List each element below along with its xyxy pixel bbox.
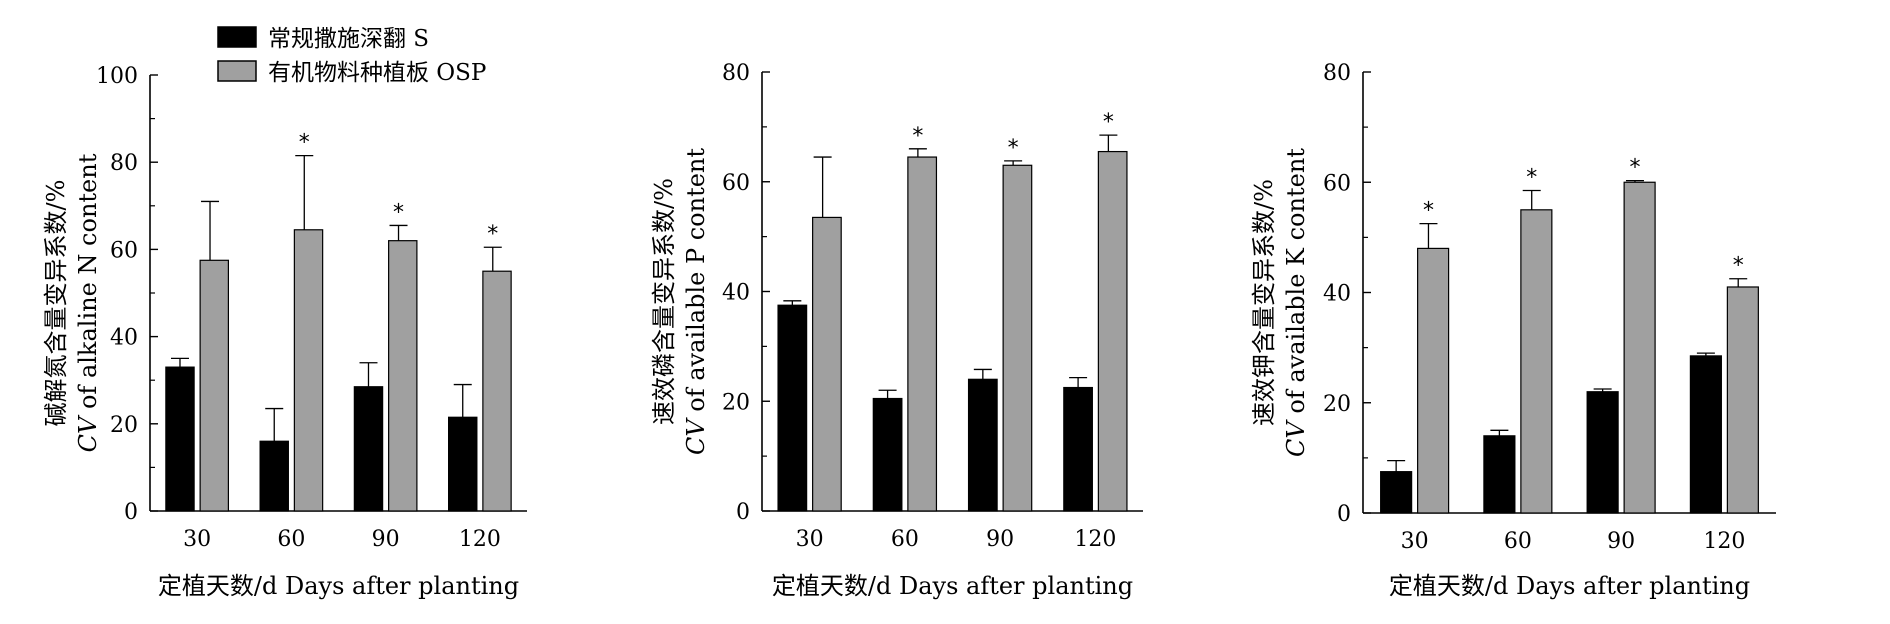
y-tick-label: 40 bbox=[110, 326, 138, 351]
bar-osp bbox=[1726, 286, 1759, 514]
bar-s bbox=[777, 304, 808, 512]
bar-osp bbox=[199, 259, 229, 512]
significance-marker: * bbox=[912, 124, 923, 149]
y-tick-label: 60 bbox=[722, 171, 750, 196]
chart-panel-3: 0 20 40 60 80 30 * 60 * 90 * 120 * 定植天数/d Days after … bbox=[1250, 61, 1776, 600]
y-axis-label-cn: 速效钾含量变异系数/% bbox=[1250, 179, 1278, 426]
x-tick-label: 90 bbox=[986, 527, 1014, 552]
y-axis-label-en: CV of available K content bbox=[1282, 148, 1310, 457]
significance-marker: * bbox=[1629, 156, 1640, 181]
legend-label-s: 常规撒施深翻 S bbox=[268, 26, 429, 52]
y-axis-label-rest: of available K content bbox=[1282, 148, 1310, 422]
bar-s bbox=[1483, 435, 1516, 514]
significance-marker: * bbox=[1733, 254, 1744, 279]
x-axis-label: 定植天数/d Days after planting bbox=[1389, 572, 1750, 600]
legend-swatch-osp bbox=[217, 60, 257, 82]
bar-s bbox=[353, 386, 384, 512]
chart-panel-1: 0 20 40 60 80 100 30 60 * 90 * 120 * 定植天数/d Days afte… bbox=[42, 64, 527, 600]
y-tick-label: 20 bbox=[110, 413, 138, 438]
bar-osp bbox=[1520, 209, 1553, 514]
y-tick-label: 100 bbox=[96, 64, 138, 89]
bar-s bbox=[448, 416, 478, 512]
significance-marker: * bbox=[299, 131, 310, 156]
x-tick-label: 30 bbox=[183, 527, 211, 552]
x-tick-label: 30 bbox=[1401, 529, 1429, 554]
bar-osp bbox=[293, 229, 324, 512]
x-tick-label: 60 bbox=[277, 527, 305, 552]
y-tick-label: 20 bbox=[1323, 392, 1351, 417]
legend: 常规撒施深翻 S 有机物料种植板 OSP bbox=[217, 26, 486, 86]
y-axis-label-en: CV of available P content bbox=[682, 148, 710, 455]
bar-s bbox=[1689, 355, 1722, 514]
x-tick-label: 120 bbox=[1074, 527, 1116, 552]
bar-osp bbox=[907, 156, 938, 512]
significance-marker: * bbox=[1008, 136, 1019, 161]
x-tick-label: 120 bbox=[1703, 529, 1745, 554]
y-axis-label-cn: 速效磷含量变异系数/% bbox=[650, 178, 678, 425]
y-tick-label: 0 bbox=[124, 500, 138, 525]
y-tick-label: 80 bbox=[722, 61, 750, 86]
x-tick-label: 60 bbox=[1504, 529, 1532, 554]
legend-label-osp: 有机物料种植板 OSP bbox=[268, 60, 486, 86]
bar-s bbox=[259, 440, 289, 512]
bar-s bbox=[872, 397, 903, 512]
bar-osp bbox=[1417, 247, 1450, 514]
x-axis-label: 定植天数/d Days after planting bbox=[772, 572, 1133, 600]
y-tick-label: 80 bbox=[1323, 61, 1351, 86]
y-tick-label: 20 bbox=[722, 390, 750, 415]
x-tick-label: 90 bbox=[1607, 529, 1635, 554]
y-axis-label-cv: CV bbox=[74, 414, 102, 452]
bar-osp bbox=[1002, 164, 1033, 512]
bar-s bbox=[1063, 386, 1093, 512]
y-axis-label-cn: 碱解氮含量变异系数/% bbox=[42, 180, 70, 427]
y-axis-label-rest: of available P content bbox=[682, 148, 710, 420]
bar-osp bbox=[812, 216, 842, 512]
bar-osp bbox=[482, 270, 512, 512]
significance-marker: * bbox=[1423, 199, 1434, 224]
bar-osp bbox=[388, 240, 418, 512]
y-tick-label: 60 bbox=[110, 238, 138, 263]
x-tick-label: 90 bbox=[372, 527, 400, 552]
y-tick-label: 40 bbox=[1323, 282, 1351, 307]
x-tick-label: 60 bbox=[891, 527, 919, 552]
x-axis-label: 定植天数/d Days after planting bbox=[158, 572, 519, 600]
y-tick-label: 0 bbox=[736, 500, 750, 525]
y-axis-label-rest: of alkaline N content bbox=[74, 153, 102, 416]
significance-marker: * bbox=[1526, 166, 1537, 191]
bar-s bbox=[165, 366, 195, 512]
bar-s bbox=[1586, 391, 1619, 514]
y-tick-label: 80 bbox=[110, 151, 138, 176]
y-axis-label-en: CV of alkaline N content bbox=[74, 153, 102, 452]
y-tick-label: 60 bbox=[1323, 171, 1351, 196]
significance-marker: * bbox=[487, 222, 498, 247]
y-tick-label: 40 bbox=[722, 281, 750, 306]
legend-swatch-s bbox=[217, 26, 257, 48]
chart-panels: 0 20 40 60 80 100 30 60 * 90 * 120 * 定植天数/d Days afte… bbox=[42, 61, 1776, 600]
y-axis-label-cv: CV bbox=[1282, 419, 1310, 457]
significance-marker: * bbox=[393, 200, 404, 225]
bar-s bbox=[967, 378, 998, 512]
x-tick-label: 120 bbox=[459, 527, 501, 552]
significance-marker: * bbox=[1103, 110, 1114, 135]
bar-osp bbox=[1623, 181, 1656, 514]
bar-osp bbox=[1097, 150, 1128, 512]
y-axis-label-cv: CV bbox=[682, 417, 710, 455]
chart-panel-2: 0 20 40 60 80 30 60 * 90 * 120 * 定植天数/d Days after p… bbox=[650, 61, 1143, 600]
x-tick-label: 30 bbox=[796, 527, 824, 552]
y-tick-label: 0 bbox=[1337, 502, 1351, 527]
bar-s bbox=[1380, 471, 1413, 514]
